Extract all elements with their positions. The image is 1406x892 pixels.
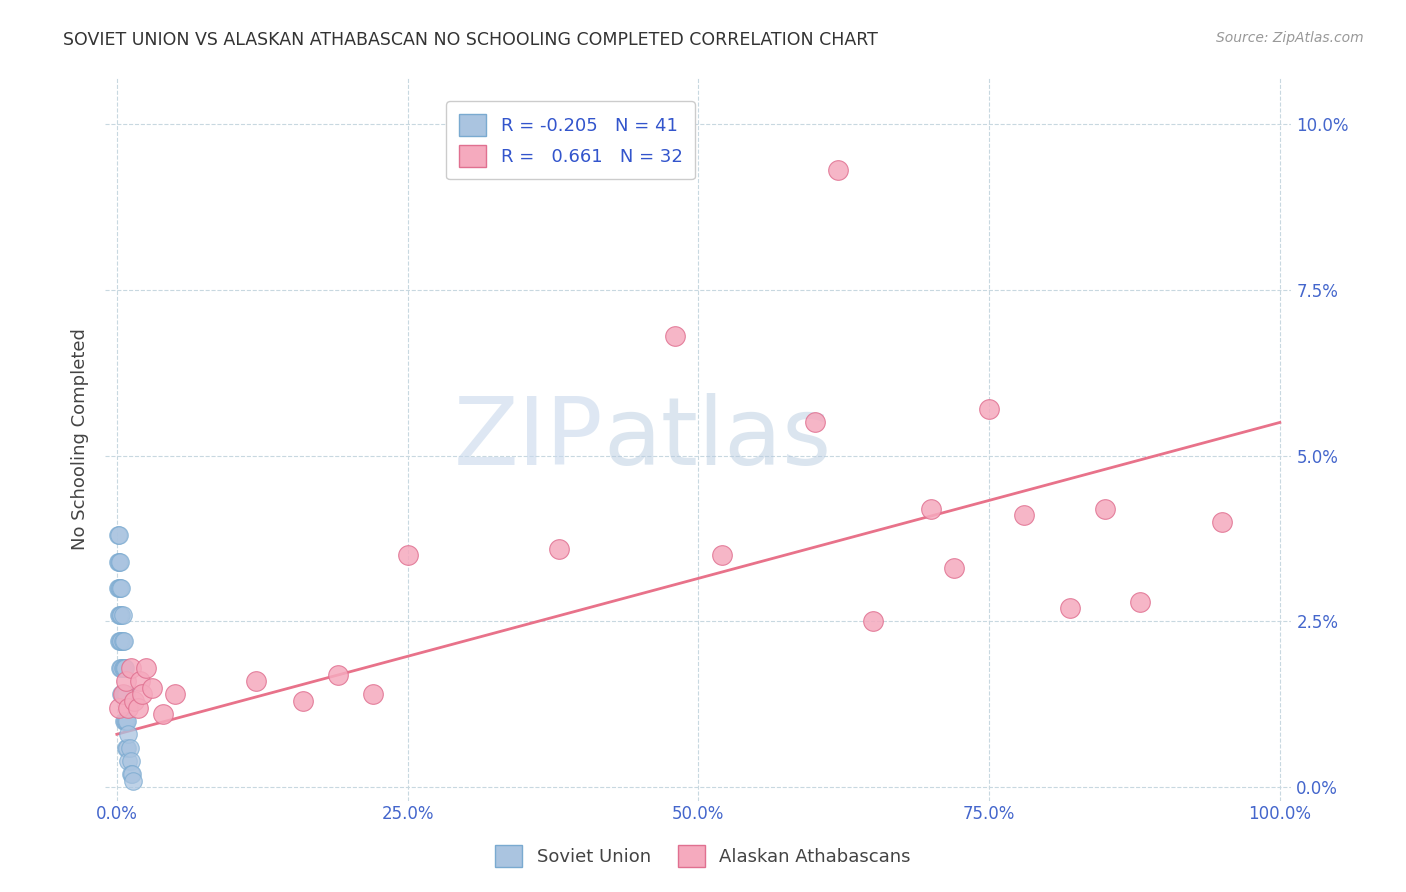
- Point: [120, 754, 142, 768]
- Point: [117, 740, 139, 755]
- Point: [121, 767, 143, 781]
- Point: [110, 634, 132, 648]
- Point: [115, 674, 138, 689]
- Text: atlas: atlas: [603, 393, 832, 485]
- Point: [396, 548, 419, 562]
- Text: SOVIET UNION VS ALASKAN ATHABASCAN NO SCHOOLING COMPLETED CORRELATION CHART: SOVIET UNION VS ALASKAN ATHABASCAN NO SC…: [63, 31, 879, 49]
- Point: [111, 688, 134, 702]
- Point: [803, 416, 825, 430]
- Point: [108, 582, 131, 596]
- Point: [107, 528, 129, 542]
- Point: [131, 688, 153, 702]
- Point: [943, 561, 966, 575]
- Point: [107, 555, 129, 569]
- Point: [141, 681, 163, 695]
- Point: [115, 740, 138, 755]
- Point: [710, 548, 733, 562]
- Point: [1012, 508, 1035, 523]
- Point: [112, 661, 135, 675]
- Point: [152, 707, 174, 722]
- Point: [547, 541, 569, 556]
- Point: [129, 674, 152, 689]
- Point: [107, 582, 129, 596]
- Point: [1129, 594, 1152, 608]
- Point: [115, 714, 138, 728]
- Point: [117, 714, 139, 728]
- Point: [114, 661, 136, 675]
- Point: [827, 163, 849, 178]
- Point: [110, 607, 132, 622]
- Point: [112, 714, 135, 728]
- Point: [114, 688, 136, 702]
- Point: [110, 661, 132, 675]
- Point: [111, 634, 134, 648]
- Point: [110, 634, 132, 648]
- Point: [163, 688, 186, 702]
- Point: [110, 607, 132, 622]
- Point: [117, 727, 139, 741]
- Legend: Soviet Union, Alaskan Athabascans: Soviet Union, Alaskan Athabascans: [488, 838, 918, 874]
- Text: Source: ZipAtlas.com: Source: ZipAtlas.com: [1216, 31, 1364, 45]
- Text: ZIP: ZIP: [454, 393, 603, 485]
- Point: [664, 329, 686, 343]
- Y-axis label: No Schooling Completed: No Schooling Completed: [72, 328, 89, 550]
- Point: [120, 767, 142, 781]
- Point: [111, 688, 134, 702]
- Point: [1211, 515, 1233, 529]
- Point: [245, 674, 267, 689]
- Point: [326, 667, 349, 681]
- Point: [361, 688, 384, 702]
- Point: [108, 607, 131, 622]
- Point: [135, 661, 157, 675]
- Point: [112, 688, 135, 702]
- Point: [112, 634, 135, 648]
- Point: [977, 402, 1000, 417]
- Point: [110, 688, 132, 702]
- Point: [110, 582, 132, 596]
- Point: [118, 740, 141, 755]
- Point: [127, 700, 149, 714]
- Point: [114, 714, 136, 728]
- Point: [111, 661, 134, 675]
- Point: [117, 700, 139, 714]
- Point: [108, 634, 131, 648]
- Point: [120, 661, 142, 675]
- Point: [291, 694, 314, 708]
- Point: [110, 661, 132, 675]
- Point: [920, 501, 942, 516]
- Point: [124, 694, 146, 708]
- Point: [117, 754, 139, 768]
- Point: [115, 688, 138, 702]
- Point: [111, 607, 134, 622]
- Point: [1094, 501, 1116, 516]
- Point: [108, 700, 131, 714]
- Point: [122, 773, 145, 788]
- Point: [1059, 601, 1081, 615]
- Point: [108, 555, 131, 569]
- Legend: R = -0.205   N = 41, R =   0.661   N = 32: R = -0.205 N = 41, R = 0.661 N = 32: [446, 101, 695, 179]
- Point: [862, 615, 884, 629]
- Point: [108, 528, 131, 542]
- Point: [110, 582, 132, 596]
- Point: [110, 555, 132, 569]
